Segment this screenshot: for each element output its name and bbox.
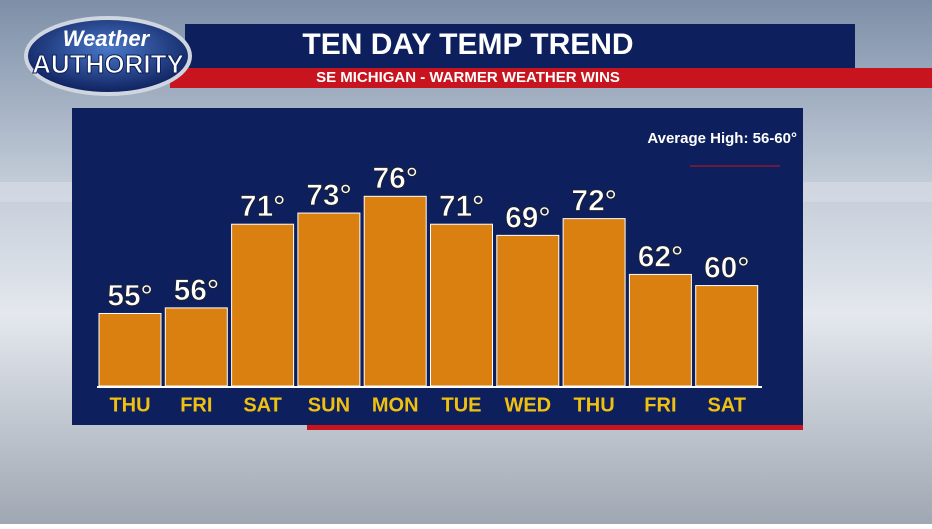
logo-text: AUTHORITY: [32, 49, 184, 79]
bar: [695, 285, 759, 387]
logo: [24, 16, 192, 96]
logo-text: Weather: [63, 26, 151, 51]
chart-subtitle: SE MICHIGAN - WARMER WEATHER WINS: [316, 69, 620, 86]
x-tick-label: SUN: [308, 394, 350, 416]
x-tick-label: TUE: [442, 394, 482, 416]
panel-accent: [307, 425, 803, 430]
x-tick-label: WED: [504, 394, 551, 416]
value-label: 71°: [439, 190, 484, 223]
bar: [562, 218, 626, 387]
bar: [496, 234, 560, 387]
bar: [164, 307, 228, 387]
value-label: 60°: [704, 252, 749, 285]
x-tick-label: MON: [372, 394, 419, 416]
chart-title: TEN DAY TEMP TREND: [302, 28, 633, 61]
value-label: 56°: [174, 274, 219, 307]
value-label: 62°: [638, 240, 683, 273]
bar: [231, 223, 295, 387]
annotation: Average High: 56-60°: [647, 130, 797, 147]
title-banner: [185, 24, 855, 68]
value-label: 71°: [240, 190, 285, 223]
value-label: 76°: [373, 162, 418, 195]
x-tick-label: SAT: [707, 394, 746, 416]
x-tick-label: THU: [574, 394, 615, 416]
value-label: 73°: [306, 179, 351, 212]
x-tick-label: THU: [109, 394, 150, 416]
value-label: 55°: [107, 279, 152, 312]
bar: [297, 212, 361, 387]
x-tick-label: FRI: [644, 394, 676, 416]
bar: [363, 195, 427, 387]
bar: [628, 273, 692, 387]
bar: [430, 223, 493, 387]
bar: [98, 312, 162, 387]
x-tick-label: SAT: [243, 394, 282, 416]
x-tick-label: FRI: [180, 394, 212, 416]
subtitle-banner: [170, 68, 932, 88]
value-label: 69°: [505, 201, 550, 234]
value-label: 72°: [571, 185, 616, 218]
